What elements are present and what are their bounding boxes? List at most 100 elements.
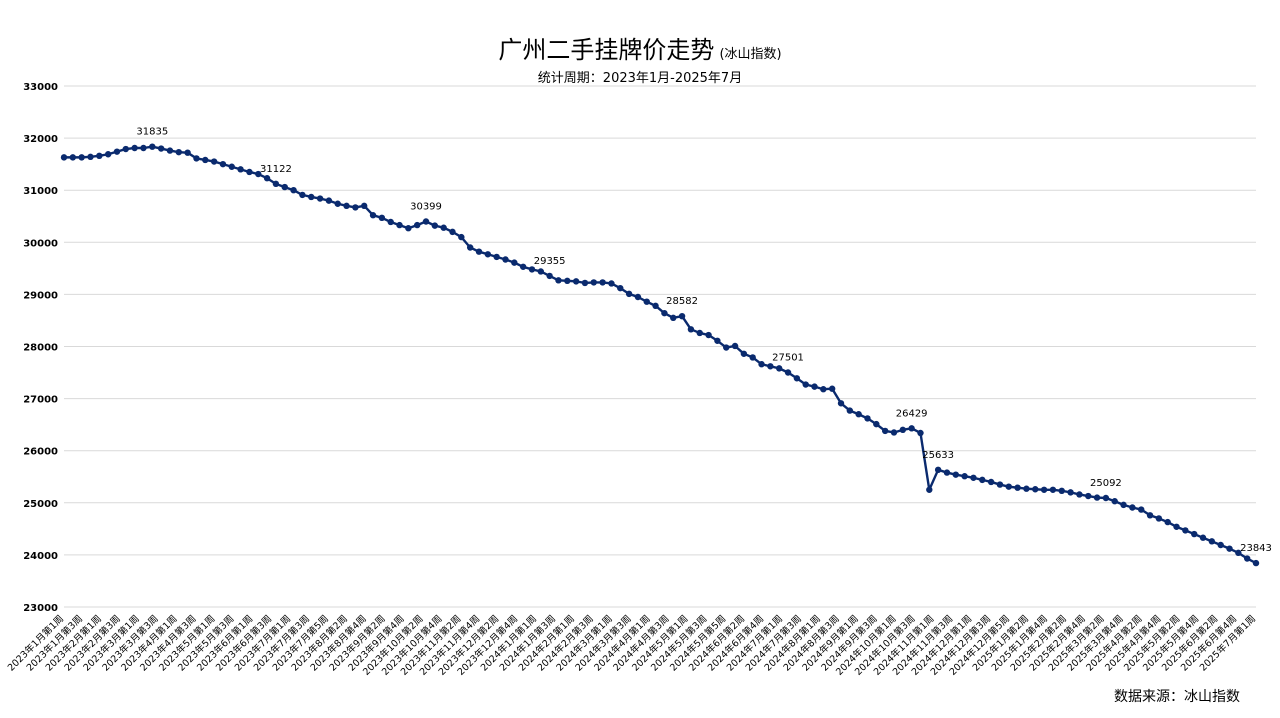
data-point: [864, 415, 871, 422]
data-point: [926, 486, 933, 493]
data-point: [1023, 485, 1030, 492]
chart-title-note: (冰山指数): [719, 47, 782, 62]
data-point: [979, 476, 986, 484]
data-label: 31835: [136, 127, 168, 138]
data-point: [431, 222, 439, 229]
data-point: [678, 312, 686, 320]
series-line: [64, 145, 1257, 565]
data-point: [793, 375, 801, 382]
data-point: [767, 363, 774, 370]
data-point: [281, 183, 288, 191]
data-point: [908, 425, 915, 432]
y-tick-label: 32000: [23, 134, 58, 145]
data-point: [1129, 504, 1136, 511]
data-point: [590, 279, 597, 286]
data-point: [193, 155, 200, 162]
data-point: [396, 221, 403, 229]
data-point: [1005, 483, 1012, 490]
data-point: [987, 478, 995, 486]
data-label: 23843: [1240, 543, 1272, 554]
data-point: [687, 326, 695, 333]
data-point: [228, 163, 235, 170]
data-point: [166, 147, 174, 154]
data-point: [837, 400, 845, 407]
title-row: 广州二手挂牌价走势 (冰山指数): [0, 30, 1280, 65]
data-point: [608, 280, 615, 287]
data-point: [299, 191, 306, 199]
data-label: 25633: [922, 450, 954, 461]
data-point: [405, 225, 412, 232]
data-point: [537, 268, 544, 275]
data-point: [599, 279, 606, 286]
data-point: [1146, 512, 1154, 519]
y-tick-label: 24000: [23, 551, 58, 562]
y-tick-label: 26000: [23, 447, 58, 458]
data-point: [484, 251, 492, 258]
data-point: [1182, 527, 1189, 534]
data-point: [493, 253, 500, 261]
series-price: [60, 143, 1260, 567]
data-point: [758, 361, 765, 368]
data-point: [1067, 489, 1074, 496]
data-point: [873, 420, 880, 428]
data-point: [325, 197, 333, 204]
data-point: [113, 148, 121, 155]
y-tick-label: 23000: [23, 603, 58, 614]
data-point: [96, 152, 103, 160]
data-point: [1190, 530, 1198, 538]
data-point: [917, 429, 924, 437]
data-point: [555, 277, 562, 284]
y-tick-label: 25000: [23, 499, 58, 510]
data-point: [219, 160, 227, 168]
data-label: 31122: [260, 164, 292, 175]
data-point: [890, 429, 898, 436]
data-point: [352, 204, 359, 211]
data-point: [1199, 534, 1207, 541]
y-tick-label: 30000: [23, 238, 58, 249]
data-point: [440, 224, 447, 231]
data-point: [1217, 541, 1224, 549]
data-label: 30399: [410, 202, 442, 213]
data-point: [413, 221, 421, 229]
data-point: [828, 385, 836, 392]
chart-header: 广州二手挂牌价走势 (冰山指数) 统计周期：2023年1月-2025年7月: [0, 30, 1280, 86]
data-point: [69, 154, 77, 161]
data-point: [1014, 484, 1021, 491]
data-point: [661, 309, 668, 317]
data-label: 29355: [534, 256, 566, 267]
data-point: [272, 180, 280, 188]
data-point: [334, 200, 341, 207]
data-point: [846, 407, 854, 414]
data-point: [652, 302, 659, 310]
data-point: [308, 193, 315, 201]
data-labels: 31835 31122 30399 29355 28582 27501 26429 25633…: [136, 127, 1272, 554]
data-point: [961, 473, 968, 480]
data-point: [246, 168, 253, 176]
data-point: [458, 233, 465, 241]
data-point: [723, 344, 730, 351]
y-tick-label: 28000: [23, 343, 58, 354]
data-point: [731, 342, 739, 350]
data-point: [705, 331, 712, 339]
data-point: [811, 383, 818, 390]
data-point: [696, 329, 703, 337]
data-point: [175, 148, 182, 156]
data-point: [943, 469, 951, 476]
data-point: [1093, 494, 1101, 501]
data-label: 25092: [1090, 478, 1122, 489]
data-point: [1164, 518, 1171, 526]
y-tick-label: 27000: [23, 395, 58, 406]
y-tick-label: 29000: [23, 290, 58, 301]
data-point: [475, 248, 483, 255]
data-point: [149, 143, 156, 150]
data-point: [1208, 538, 1216, 545]
data-point: [466, 244, 474, 251]
data-point: [881, 427, 889, 435]
data-point: [1058, 487, 1065, 495]
data-point: [449, 228, 456, 236]
data-point: [1102, 494, 1110, 502]
data-point: [855, 411, 862, 418]
data-point: [104, 151, 112, 158]
chart-subtitle: 统计周期：2023年1月-2025年7月: [537, 71, 743, 86]
